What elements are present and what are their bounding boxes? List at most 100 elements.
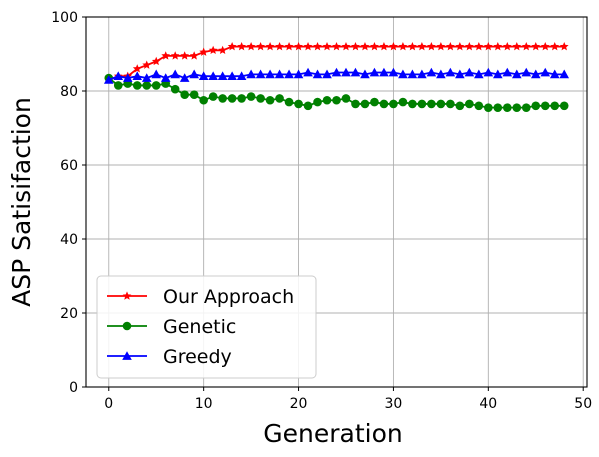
our-approach-point: [313, 42, 322, 51]
genetic-point: [465, 99, 474, 109]
our-approach-point: [151, 56, 161, 66]
genetic-point: [436, 99, 446, 109]
greedy-point: [426, 67, 437, 77]
greedy-point: [559, 69, 570, 79]
greedy-point: [113, 71, 124, 81]
genetic-point: [313, 97, 322, 107]
greedy-point: [227, 71, 237, 81]
our-approach-point: [161, 51, 171, 60]
y-tick-label: 60: [60, 158, 78, 174]
our-approach-point: [142, 60, 152, 69]
our-approach-point: [303, 42, 313, 51]
greedy-point: [360, 69, 370, 79]
genetic-point: [351, 99, 360, 109]
greedy-point: [474, 69, 484, 79]
genetic-point: [113, 81, 123, 90]
genetic-point: [227, 94, 237, 103]
genetic-point: [446, 99, 455, 109]
genetic-point: [370, 97, 379, 107]
genetic-point: [151, 81, 161, 90]
greedy-point: [217, 71, 228, 81]
genetic-point: [170, 84, 180, 94]
greedy-point: [417, 69, 427, 79]
greedy-point: [521, 67, 532, 77]
genetic-point: [322, 95, 332, 105]
greedy-point: [208, 71, 218, 81]
our-approach-point: [132, 64, 142, 73]
greedy-point: [388, 67, 399, 77]
genetic-point: [502, 103, 512, 112]
our-approach-point: [322, 42, 332, 51]
greedy-point: [293, 69, 304, 79]
greedy-point: [103, 75, 114, 84]
greedy-point: [160, 73, 171, 82]
genetic-point: [199, 95, 208, 105]
greedy-point: [455, 69, 465, 79]
genetic-point: [474, 101, 484, 111]
greedy-point: [265, 69, 275, 79]
y-tick-label: 80: [60, 84, 78, 100]
genetic-point: [208, 92, 218, 101]
genetic-point: [303, 101, 313, 111]
genetic-point: [455, 101, 465, 111]
greedy-point: [464, 67, 475, 77]
genetic-point: [559, 101, 569, 111]
legend-box: [96, 275, 317, 379]
series-layer: [103, 42, 570, 112]
our-approach-point: [417, 42, 427, 51]
legend-our-approach-label: Our Approach: [163, 286, 294, 308]
x-tick-label: 50: [574, 396, 592, 412]
our-approach-point: [493, 42, 503, 51]
our-approach-point: [256, 42, 265, 51]
genetic-point: [550, 101, 560, 111]
genetic-point: [360, 99, 370, 109]
genetic-point: [540, 101, 550, 111]
our-approach-point: [559, 42, 569, 51]
our-approach-point: [379, 42, 389, 51]
greedy-point: [549, 69, 560, 79]
our-approach-point: [398, 42, 408, 51]
plot-frame: [85, 16, 588, 388]
greedy-point: [493, 69, 503, 79]
our-approach-point: [294, 42, 303, 51]
our-approach-point: [332, 42, 341, 51]
greedy-point: [511, 69, 522, 79]
y-tick-label: 0: [69, 380, 78, 396]
our-approach-point: [389, 42, 398, 51]
greedy-point: [141, 73, 152, 82]
genetic-point: [265, 95, 275, 105]
genetic-point: [142, 81, 152, 90]
genetic-point: [493, 103, 503, 112]
legend: Our Approach Genetic Greedy: [96, 275, 317, 379]
greedy-point: [341, 67, 351, 77]
genetic-point: [484, 103, 493, 112]
x-tick-label: 30: [385, 396, 403, 412]
greedy-point: [369, 67, 380, 77]
our-approach-point: [227, 42, 237, 51]
legend-our-approach-marker: [122, 291, 132, 300]
greedy-point: [236, 71, 247, 81]
genetic-point: [417, 99, 427, 109]
genetic-point: [237, 94, 246, 103]
genetic-point: [132, 81, 142, 90]
greedy-point: [132, 71, 143, 81]
our-approach-point: [275, 42, 284, 51]
greedy-point: [246, 69, 256, 79]
greedy-point: [379, 67, 389, 77]
our-approach-point: [237, 42, 246, 51]
our-approach-point: [218, 45, 228, 55]
greedy-point: [274, 69, 285, 79]
our-approach-point: [341, 42, 351, 51]
legend-greedy-marker: [122, 351, 132, 360]
our-approach-point: [170, 51, 180, 60]
genetic-point: [341, 94, 351, 103]
genetic-point: [218, 94, 227, 103]
y-tick-label: 40: [60, 232, 78, 248]
our-approach-point: [180, 51, 190, 60]
greedy-point: [350, 67, 361, 77]
legend-genetic-marker: [122, 321, 132, 331]
our-approach-point: [550, 42, 560, 51]
our-approach-point: [360, 42, 370, 51]
x-tick-label: 10: [195, 396, 213, 412]
